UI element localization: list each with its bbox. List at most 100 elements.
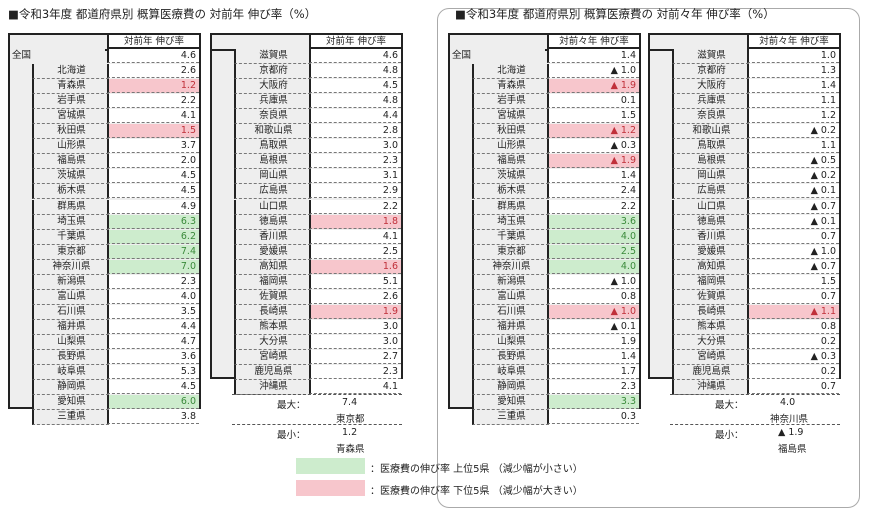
prefecture-name: 和歌山県	[234, 124, 311, 140]
prefecture-name: 佐賀県	[672, 289, 749, 305]
rate-value: 5.1	[309, 274, 401, 289]
prefecture-name: 島根県	[234, 154, 311, 170]
national-label: 全国	[450, 49, 545, 63]
prefecture-name: 北海道	[32, 64, 109, 80]
table-row: 神奈川県 4.0	[450, 259, 639, 275]
prefecture-name: 秋田県	[32, 124, 109, 140]
rate-value: 0.7	[747, 289, 839, 304]
prefecture-name: 福井県	[472, 319, 549, 335]
rate-value: 3.7	[107, 139, 199, 154]
prefecture-name: 宮崎県	[234, 350, 311, 365]
max-pref: 神奈川県	[770, 414, 809, 425]
table-row: 熊本県 0.8	[650, 319, 839, 335]
rate-value: 5.3	[107, 365, 199, 380]
prefecture-name: 山口県	[234, 199, 311, 215]
table-row: 山梨県 1.9	[450, 334, 639, 350]
table-row: 兵庫県 1.1	[650, 94, 839, 110]
table-row: 沖縄県 0.7	[650, 380, 839, 396]
table-row: 福井県 4.4	[10, 319, 199, 335]
prefecture-name: 滋賀県	[672, 49, 749, 64]
prefecture-name: 徳島県	[234, 214, 311, 230]
rate-value: 3.3	[547, 395, 639, 410]
prefecture-name: 岐阜県	[472, 365, 549, 381]
left-title: ■令和3年度 都道府県別 概算医療費の 対前年 伸び率（%）	[8, 7, 317, 21]
rate-value: 4.1	[107, 109, 199, 124]
rate-value: 0.7	[747, 380, 839, 395]
rate-value: 2.3	[547, 380, 639, 395]
table-row: 東京都 2.5	[450, 244, 639, 260]
rate-value: 1.3	[747, 64, 839, 79]
header-row: 対前年 伸び率	[212, 35, 401, 51]
prefecture-name: 山形県	[472, 139, 549, 155]
rate-value: 4.5	[107, 169, 199, 184]
prefecture-name: 佐賀県	[234, 289, 311, 305]
prefecture-name: 鳥取県	[234, 139, 311, 155]
prefecture-name: 三重県	[472, 410, 549, 426]
rate-value: 4.1	[309, 229, 401, 244]
prefecture-name: 山梨県	[472, 334, 549, 350]
table-row: 長崎県 1.9	[212, 304, 401, 320]
rate-value: 3.6	[547, 214, 639, 229]
rate-value: 6.3	[107, 214, 199, 229]
max-value: 7.4	[342, 397, 358, 408]
prefecture-name: 東京都	[32, 244, 109, 260]
prefecture-name: 香川県	[234, 229, 311, 245]
rate-value: 2.5	[547, 244, 639, 259]
table-row: 千葉県 4.0	[450, 229, 639, 245]
rate-value: ▲ 1.9	[547, 154, 639, 169]
table-row: 栃木県 2.4	[450, 184, 639, 200]
prefecture-name: 鹿児島県	[672, 365, 749, 381]
table-row: 埼玉県 3.6	[450, 214, 639, 230]
rate-value: ▲ 1.0	[547, 274, 639, 289]
rate-value: 3.0	[309, 139, 401, 154]
rate-value: 4.0	[547, 229, 639, 244]
table-row: 山口県 2.2	[212, 199, 401, 215]
max-label: 最大：	[277, 400, 306, 411]
rate-value: 0.2	[747, 365, 839, 380]
prefecture-name: 和歌山県	[672, 124, 749, 140]
rate-value: 3.6	[107, 350, 199, 364]
prefecture-name: 岐阜県	[32, 365, 109, 381]
table-row: 茨城県 4.5	[10, 169, 199, 185]
prefecture-name: 神奈川県	[32, 259, 109, 275]
rate-value: 0.1	[547, 94, 639, 109]
rate-value: 0.7	[747, 229, 839, 244]
table-row: 福島県 ▲ 1.9	[450, 154, 639, 170]
column-header: 対前々年 伸び率	[547, 35, 639, 49]
right-panel	[437, 8, 860, 508]
table-row: 茨城県 1.4	[450, 169, 639, 185]
table-row: 和歌山県 ▲ 0.2	[650, 124, 839, 140]
table-row: 高知県 1.6	[212, 259, 401, 275]
right-table-2: 対前々年 伸び率 滋賀県 1.0 京都府 1.3 大阪府 1.4 兵庫県 1.1 奈良県 1.2 和歌…	[648, 33, 841, 396]
table-row: 熊本県 3.0	[212, 319, 401, 335]
rate-value: 7.0	[107, 259, 199, 274]
table-row: 埼玉県 6.3	[10, 214, 199, 230]
prefecture-name: 静岡県	[32, 380, 109, 396]
rate-value: ▲ 0.1	[747, 184, 839, 199]
prefecture-name: 栃木県	[32, 184, 109, 200]
prefecture-name: 山形県	[32, 139, 109, 155]
rate-value: 1.5	[547, 109, 639, 124]
rate-value: 1.8	[309, 214, 401, 229]
table-row: 岡山県 ▲ 0.2	[650, 169, 839, 185]
table-row: 青森県 ▲ 1.9	[450, 79, 639, 95]
table-row: 山梨県 4.7	[10, 334, 199, 350]
table-row: 山形県 ▲ 0.3	[450, 139, 639, 155]
national-value: 1.4	[547, 49, 639, 63]
left-table-1: 対前年 伸び率 全国 4.6 北海道 2.6 青森県 1.2 岩手県 2.2 宮城県 4.1 秋田県 1…	[8, 33, 201, 426]
prefecture-name: 石川県	[472, 304, 549, 320]
prefecture-name: 大阪府	[234, 79, 311, 95]
table-row: 岡山県 3.1	[212, 169, 401, 185]
rate-value: 2.7	[309, 350, 401, 364]
rate-value: 2.0	[107, 154, 199, 169]
max-label: 最大：	[715, 400, 744, 411]
prefecture-name: 奈良県	[234, 109, 311, 125]
prefecture-name: 広島県	[672, 184, 749, 200]
prefecture-name: 青森県	[472, 79, 549, 95]
rate-value: 2.2	[547, 199, 639, 214]
rate-value: ▲ 0.2	[747, 124, 839, 139]
prefecture-name: 栃木県	[472, 184, 549, 200]
rate-value: ▲ 0.1	[547, 319, 639, 334]
rate-value: 1.1	[747, 94, 839, 109]
prefecture-name: 鳥取県	[672, 139, 749, 155]
